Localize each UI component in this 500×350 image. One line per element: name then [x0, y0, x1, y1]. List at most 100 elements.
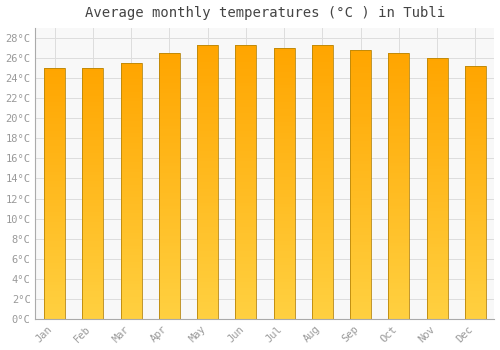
Bar	[236, 288, 256, 292]
Bar	[388, 203, 409, 206]
Bar	[312, 203, 333, 206]
Bar	[274, 65, 294, 68]
Bar	[120, 82, 142, 85]
Bar	[120, 175, 142, 178]
Bar	[120, 274, 142, 278]
Bar	[350, 218, 371, 222]
Bar	[120, 255, 142, 258]
Bar	[465, 152, 486, 155]
Bar	[82, 184, 103, 187]
Bar	[465, 256, 486, 259]
Bar	[388, 196, 409, 200]
Bar	[388, 90, 409, 93]
Bar	[388, 119, 409, 123]
Bar	[312, 89, 333, 93]
Bar	[312, 213, 333, 216]
Bar	[350, 131, 371, 134]
Bar	[312, 158, 333, 161]
Bar	[388, 269, 409, 273]
Bar	[426, 208, 448, 211]
Bar	[82, 93, 103, 96]
Bar	[274, 234, 294, 238]
Bar	[465, 123, 486, 126]
Bar	[120, 261, 142, 265]
Bar	[197, 161, 218, 165]
Bar	[120, 278, 142, 281]
Bar	[426, 234, 448, 238]
Bar	[44, 247, 65, 250]
Bar	[465, 307, 486, 310]
Bar	[465, 161, 486, 164]
Bar	[350, 168, 371, 171]
Bar	[426, 215, 448, 218]
Bar	[197, 261, 218, 264]
Bar	[350, 144, 371, 147]
Bar	[44, 281, 65, 285]
Bar	[159, 119, 180, 123]
Bar	[274, 143, 294, 146]
Bar	[426, 58, 448, 319]
Bar	[197, 220, 218, 223]
Bar	[82, 106, 103, 109]
Bar	[426, 149, 448, 153]
Bar	[236, 51, 256, 55]
Bar	[465, 180, 486, 183]
Bar	[350, 269, 371, 272]
Bar	[120, 194, 142, 197]
Bar	[426, 218, 448, 221]
Bar	[120, 284, 142, 287]
Bar	[197, 165, 218, 168]
Bar	[82, 263, 103, 266]
Bar	[159, 233, 180, 236]
Bar	[274, 105, 294, 109]
Bar	[120, 290, 142, 294]
Bar	[159, 139, 180, 143]
Bar	[197, 69, 218, 72]
Bar	[120, 149, 142, 153]
Bar	[120, 252, 142, 255]
Bar	[388, 179, 409, 183]
Bar	[44, 212, 65, 216]
Bar	[236, 141, 256, 144]
Bar	[465, 66, 486, 69]
Bar	[197, 51, 218, 55]
Bar	[465, 72, 486, 75]
Bar	[44, 74, 65, 77]
Bar	[44, 288, 65, 291]
Bar	[274, 299, 294, 302]
Bar	[465, 120, 486, 123]
Bar	[274, 78, 294, 82]
Bar	[465, 113, 486, 117]
Bar	[388, 139, 409, 143]
Bar	[44, 310, 65, 313]
Bar	[312, 306, 333, 309]
Bar	[236, 175, 256, 178]
Bar	[120, 127, 142, 130]
Bar	[120, 124, 142, 127]
Bar	[350, 66, 371, 70]
Bar	[274, 228, 294, 231]
Bar	[44, 225, 65, 228]
Bar	[312, 216, 333, 220]
Bar	[159, 236, 180, 239]
Bar	[312, 271, 333, 275]
Bar	[465, 117, 486, 120]
Bar	[274, 146, 294, 149]
Bar	[350, 232, 371, 235]
Bar	[120, 92, 142, 95]
Bar	[312, 62, 333, 65]
Bar	[82, 134, 103, 137]
Bar	[388, 279, 409, 282]
Bar	[236, 148, 256, 151]
Bar	[465, 101, 486, 104]
Bar	[426, 247, 448, 251]
Bar	[44, 143, 65, 146]
Bar	[388, 143, 409, 146]
Bar	[350, 147, 371, 151]
Bar	[197, 251, 218, 254]
Bar	[44, 257, 65, 260]
Bar	[197, 244, 218, 247]
Bar	[120, 108, 142, 111]
Bar	[197, 213, 218, 216]
Bar	[465, 246, 486, 250]
